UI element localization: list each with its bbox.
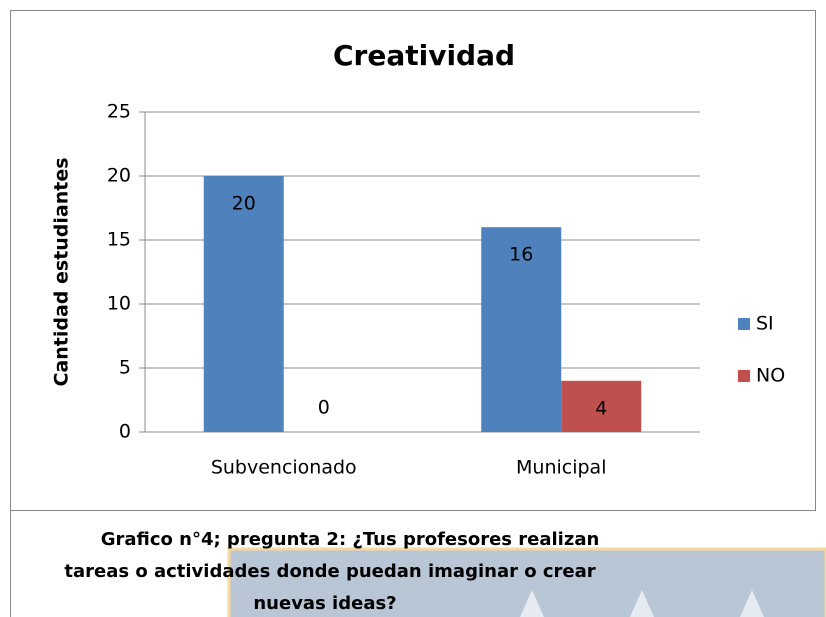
bar — [561, 380, 642, 432]
caption-line: Grafico n°4; pregunta 2: ¿Tus profesores… — [101, 529, 600, 550]
bar — [203, 176, 284, 432]
overlay-shape — [630, 590, 654, 617]
y-tick-label: 15 — [107, 229, 131, 251]
y-tick-label: 25 — [107, 101, 131, 123]
data-label: 0 — [318, 397, 330, 419]
y-tick-label: 0 — [119, 421, 131, 443]
y-axis-label: Cantidad estudiantes — [51, 157, 73, 386]
bar — [481, 227, 562, 432]
legend-swatch — [738, 318, 750, 330]
overlay-shape — [740, 590, 764, 617]
legend-label: NO — [756, 365, 785, 387]
x-tick-label: Municipal — [516, 457, 606, 479]
y-tick-label: 10 — [107, 293, 131, 315]
overlay-shape — [520, 590, 544, 617]
chart-title: Creatividad — [333, 39, 515, 72]
caption-line: nuevas ideas? — [253, 593, 396, 614]
legend-swatch — [738, 370, 750, 382]
chart-frame — [10, 10, 816, 511]
overlay-image — [227, 547, 826, 617]
caption-line: tareas o actividades donde puedan imagin… — [64, 561, 595, 582]
x-tick-label: Subvencionado — [211, 457, 357, 479]
data-label: 20 — [232, 193, 256, 215]
y-tick-label: 5 — [119, 357, 131, 379]
data-label: 16 — [509, 244, 533, 266]
y-tick-label: 20 — [107, 165, 131, 187]
legend-label: SI — [756, 313, 774, 335]
data-label: 4 — [595, 397, 607, 419]
